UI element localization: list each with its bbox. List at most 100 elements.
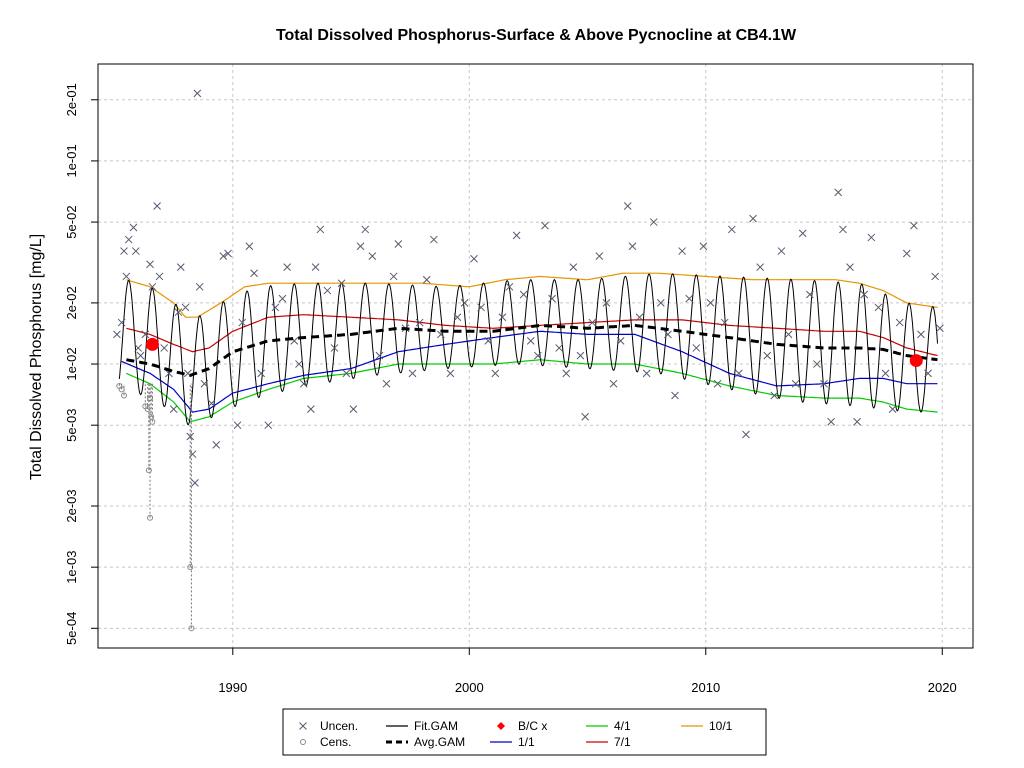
legend: Uncen. Cens. Fit.GAM Avg.GAM B/C x 1/1 4/1 7/1 1… [282, 708, 767, 756]
uncensored-point [136, 351, 145, 360]
uncensored-point [541, 221, 549, 230]
uncensored-point [924, 369, 932, 378]
uncensored-point [408, 369, 417, 378]
x-axis: 1990 2000 2010 2020 [218, 648, 957, 695]
uncensored-point [233, 421, 242, 430]
series-71 [126, 314, 938, 357]
legend-circle-icon [300, 739, 306, 745]
uncensored-point [699, 242, 708, 251]
y-tick-label: 2e-02 [64, 286, 79, 319]
censored-point [187, 564, 194, 571]
uncensored-point [337, 279, 346, 288]
uncensored-point [120, 247, 128, 255]
bc-point [145, 337, 159, 351]
uncensored-point [470, 254, 478, 263]
legend-label: Fit.GAM [414, 719, 458, 733]
uncensored-point [562, 369, 571, 378]
uncensored-point [238, 318, 247, 327]
y-tick-label: 5e-03 [64, 409, 79, 442]
uncensored-point [839, 225, 847, 234]
legend-label: Uncen. [320, 719, 358, 733]
uncensored-point [727, 225, 736, 234]
uncensored-point [936, 324, 944, 333]
fit-gam-series [118, 273, 938, 426]
uncensored-point [902, 249, 911, 258]
legend-label: Avg.GAM [414, 735, 465, 749]
uncensored-point [394, 240, 403, 248]
censored-point [188, 625, 195, 632]
series-41 [126, 359, 938, 423]
censored-point [118, 386, 125, 393]
uncensored-point [122, 272, 131, 281]
uncensored-point [526, 337, 535, 345]
bc-point [909, 354, 923, 368]
series-101 [126, 272, 938, 318]
uncensored-point [193, 89, 202, 98]
uncensored-point [635, 313, 644, 322]
uncensored-point [356, 242, 365, 251]
uncensored-point [713, 379, 722, 388]
uncensored-point [881, 369, 890, 378]
uncensored-point [200, 379, 209, 388]
uncensored-point [628, 242, 637, 251]
uncensored-point [642, 369, 651, 378]
uncensored-point [195, 282, 204, 291]
legend-entry: 4/1 [586, 719, 631, 733]
uncensored-point [853, 417, 861, 426]
uncensored-point [349, 405, 358, 413]
uncensored-point [181, 303, 190, 312]
uncensored-point [917, 330, 925, 339]
uncensored-point [311, 263, 320, 271]
uncensored-point [389, 272, 398, 281]
legend-label: 7/1 [614, 735, 631, 749]
legend-entry: Avg.GAM [386, 735, 465, 749]
uncensored-point [867, 233, 876, 242]
uncensored-point [609, 379, 618, 388]
uncensored-point [910, 221, 918, 230]
uncensored-point [342, 369, 351, 378]
uncensored-point [813, 360, 821, 368]
uncensored-point [484, 337, 493, 345]
uncensored-point [846, 263, 854, 271]
bc-points [145, 337, 923, 368]
plot-frame [97, 63, 974, 649]
uncensored-point [141, 330, 150, 339]
uncensored-point [117, 318, 126, 327]
uncensored-point [834, 188, 843, 197]
uncensored-point [191, 479, 199, 487]
uncensored-point [316, 225, 325, 234]
uncensored-point [820, 379, 828, 388]
uncensored-point [330, 344, 339, 352]
legend-entry: 1/1 [490, 735, 535, 749]
uncensored-point [415, 318, 424, 327]
uncensored-point [649, 218, 658, 226]
uncensored-point [616, 337, 625, 345]
legend-entry: B/C x [497, 719, 547, 733]
uncensored-point [505, 282, 514, 291]
legend-diamond-icon [497, 722, 505, 730]
uncensored-point [429, 235, 438, 244]
uncensored-point [264, 421, 273, 430]
uncensored-point [777, 247, 786, 255]
legend-entry: Cens. [300, 735, 351, 749]
uncensored-point [595, 252, 604, 260]
uncensored-point [124, 235, 133, 244]
uncensored-point [129, 223, 138, 232]
uncensored-point [763, 351, 772, 360]
censored-point [145, 467, 152, 474]
uncensored-point [860, 290, 869, 299]
legend-label: B/C x [518, 719, 547, 733]
uncensored-point [798, 229, 807, 238]
y-axis: 5e-04 1e-03 2e-03 5e-03 1e-02 2e-02 5e-02 1e-01… [64, 83, 98, 645]
legend-entry: Fit.GAM [386, 719, 458, 733]
uncensored-point [295, 360, 303, 368]
uncensored-point [477, 303, 485, 312]
uncensored-point [519, 290, 528, 299]
uncensored-point [888, 405, 897, 413]
uncensored-point [664, 330, 672, 339]
x-tick-label: 2000 [455, 680, 484, 695]
uncensored-point [212, 441, 221, 449]
uncensored-point [895, 318, 904, 327]
uncensored-point [770, 391, 779, 400]
uncensored-point [512, 231, 521, 240]
